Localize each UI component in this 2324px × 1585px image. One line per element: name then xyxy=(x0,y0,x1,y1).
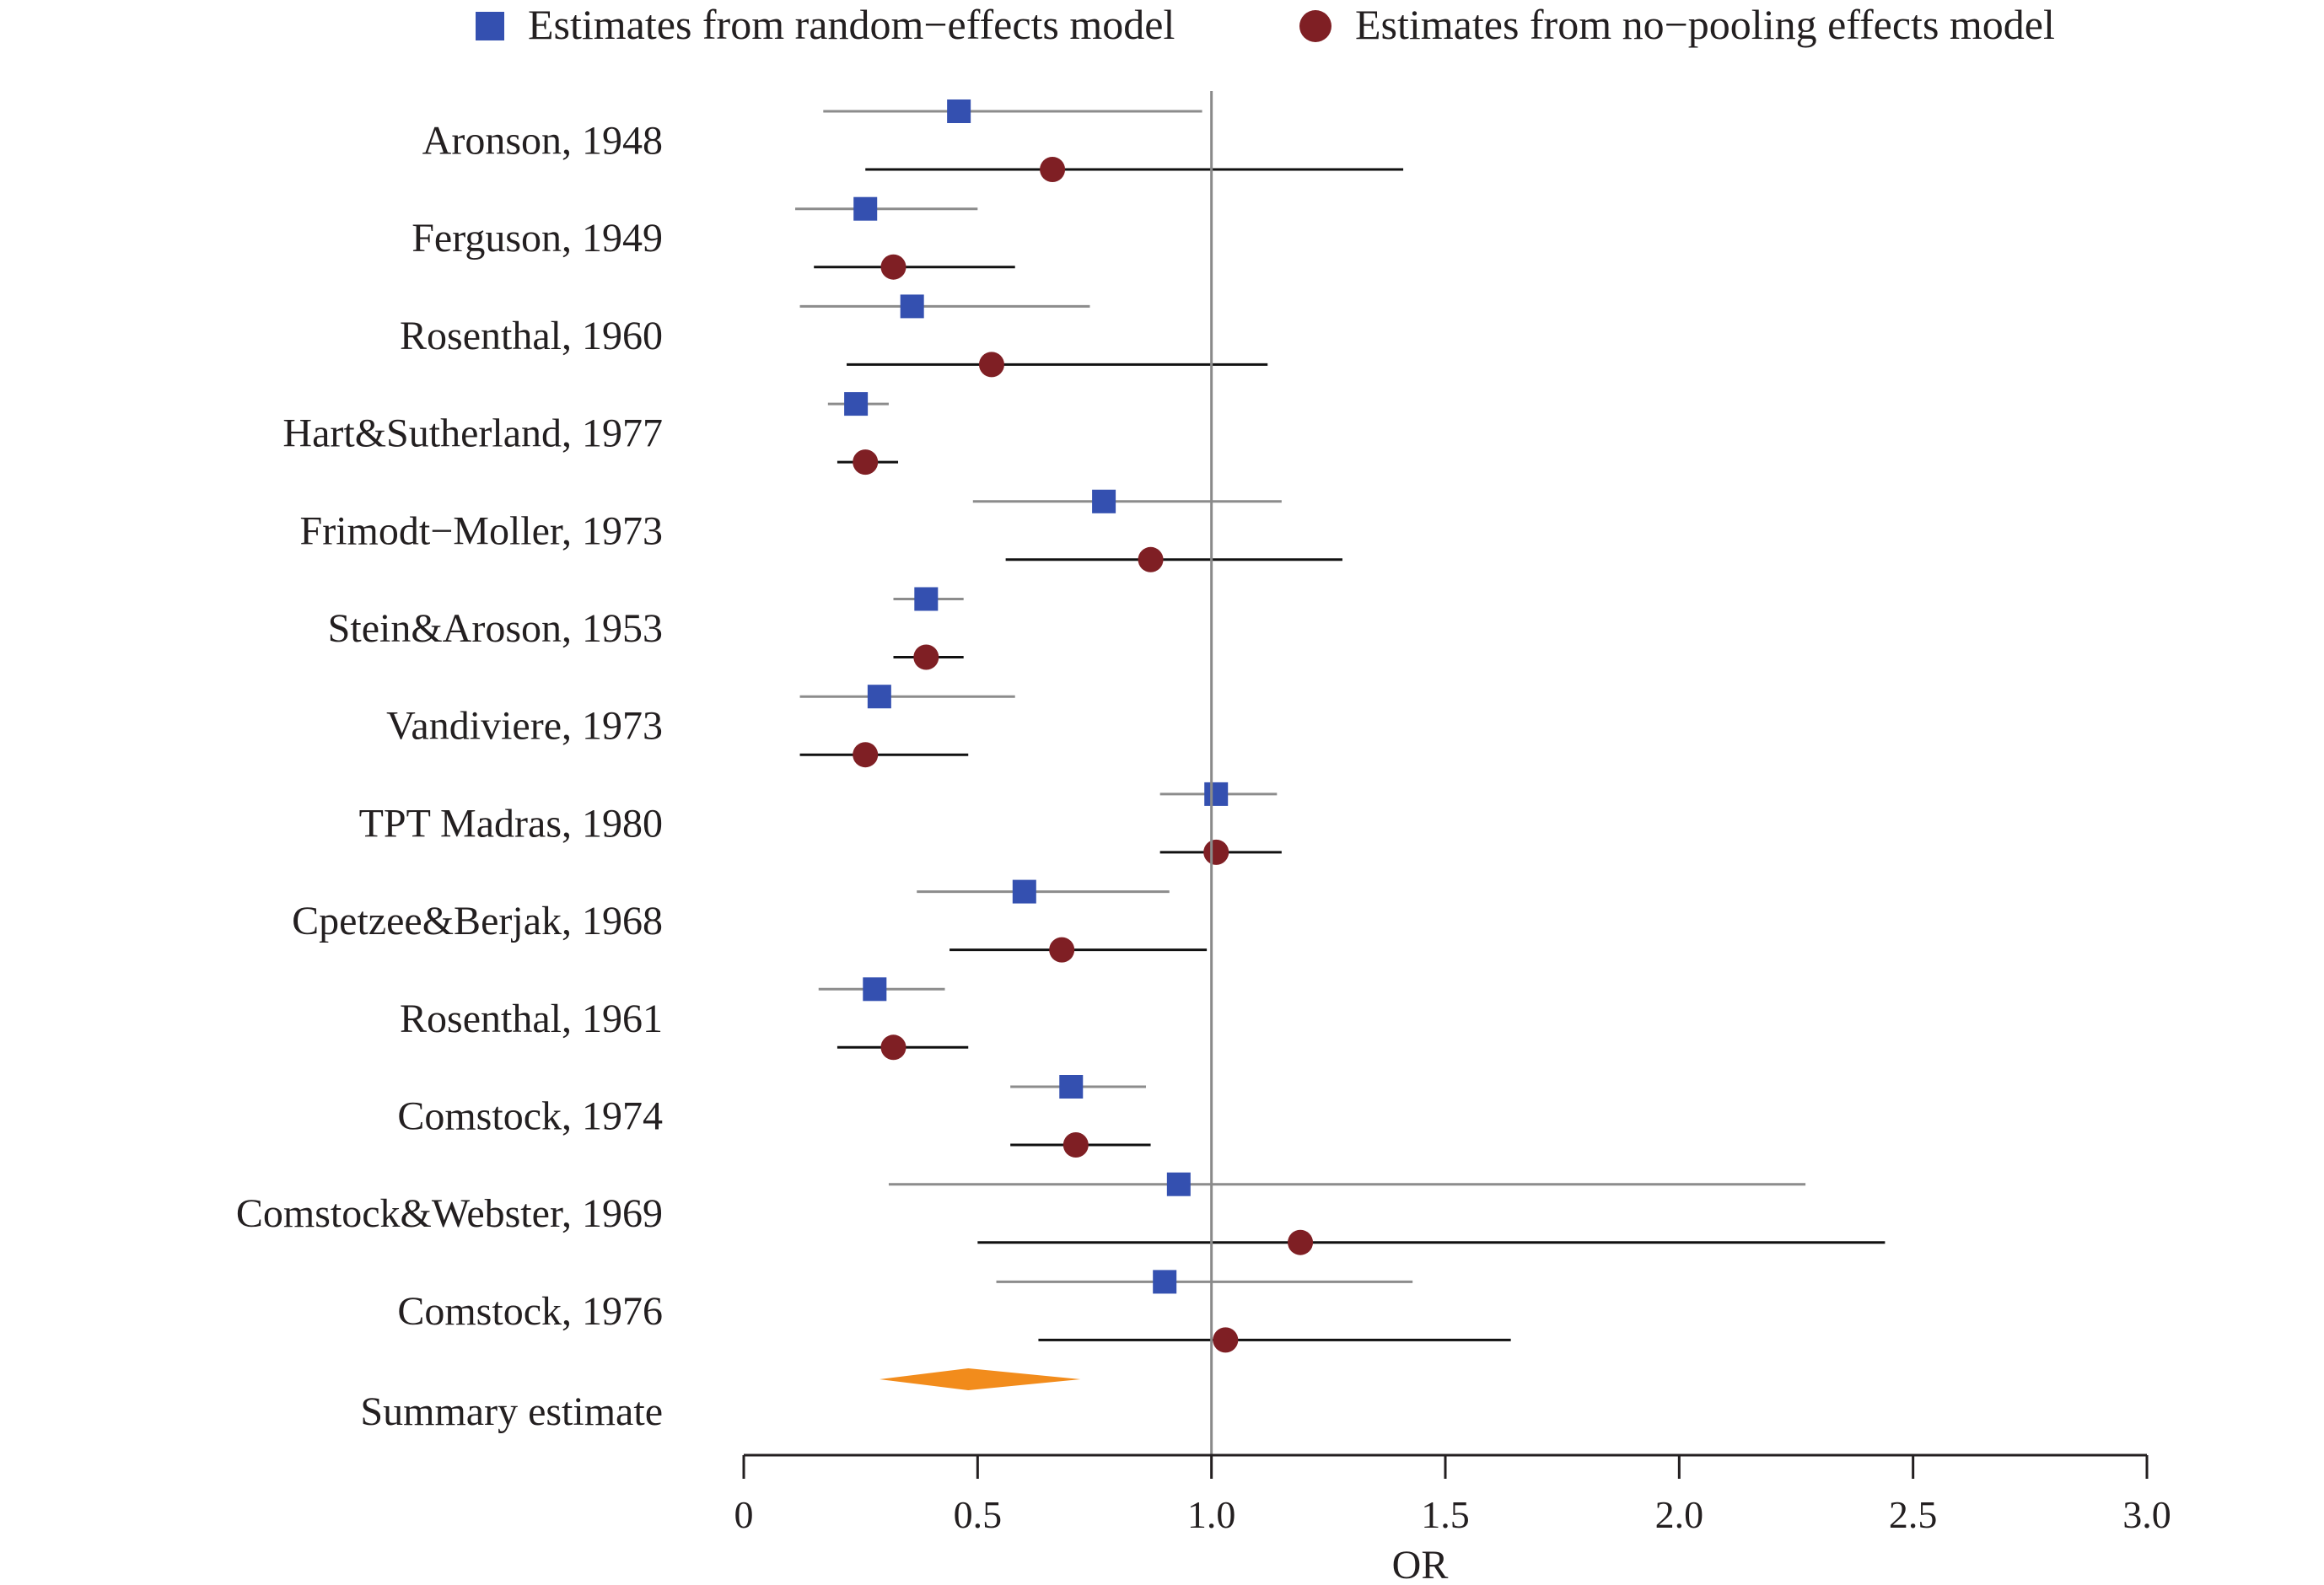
no-pooling-point xyxy=(880,254,906,280)
random-effects-point xyxy=(853,196,878,221)
study-row-tpt-madras-1980: TPT Madras, 1980 xyxy=(359,782,1282,865)
study-row-rosenthal-1960: Rosenthal, 1960 xyxy=(400,294,1268,378)
no-pooling-point xyxy=(853,449,879,476)
study-label: Comstock, 1976 xyxy=(397,1289,663,1334)
x-tick-label: 2.5 xyxy=(1889,1493,1938,1536)
study-label: TPT Madras, 1980 xyxy=(359,801,663,846)
study-label: Cpetzee&Berjak, 1968 xyxy=(292,899,663,943)
no-pooling-point xyxy=(880,1034,906,1061)
study-label: Rosenthal, 1960 xyxy=(400,314,663,358)
legend: Estimates from random−effects model Esti… xyxy=(476,1,2055,48)
random-effects-point xyxy=(863,977,887,1002)
study-label: Stein&Aroson, 1953 xyxy=(328,606,663,651)
random-effects-point xyxy=(900,294,924,319)
legend-label-no-pooling: Estimates from no−pooling effects model xyxy=(1355,1,2055,48)
random-effects-point xyxy=(1204,782,1229,806)
random-effects-point xyxy=(1153,1270,1177,1294)
x-axis-title: OR xyxy=(1392,1543,1449,1585)
x-tick-label: 3.0 xyxy=(2122,1493,2171,1536)
no-pooling-point xyxy=(913,644,939,670)
no-pooling-point xyxy=(1062,1132,1089,1158)
random-effects-point xyxy=(1166,1172,1191,1196)
study-label: Ferguson, 1949 xyxy=(412,216,663,261)
study-row-hart-sutherland-1977: Hart&Sutherland, 1977 xyxy=(282,392,899,476)
no-pooling-point xyxy=(1213,1327,1239,1353)
no-pooling-point xyxy=(1049,937,1075,963)
x-axis: 0 0.5 1.0 1.5 2.0 2.5 3.0 xyxy=(734,1453,2171,1536)
x-tick-label: 0 xyxy=(734,1493,754,1536)
study-row-aronson-1948: Aronson, 1948 xyxy=(422,99,1404,182)
random-effects-point xyxy=(1092,489,1116,513)
x-tick-label: 1.0 xyxy=(1187,1493,1236,1536)
legend-marker-random-effects xyxy=(476,12,504,40)
random-effects-point xyxy=(1012,879,1036,904)
study-label: Hart&Sutherland, 1977 xyxy=(282,411,663,456)
summary-diamond xyxy=(879,1368,1081,1390)
study-row-frimodt-moller-1973: Frimodt−Moller, 1973 xyxy=(300,489,1342,572)
study-label: Rosenthal, 1961 xyxy=(400,997,663,1041)
no-pooling-point xyxy=(1288,1229,1314,1255)
random-effects-point xyxy=(947,99,971,123)
study-label: Comstock&Webster, 1969 xyxy=(236,1191,663,1236)
study-row-vandiviere-1973: Vandiviere, 1973 xyxy=(386,685,1015,768)
x-tick-label: 1.5 xyxy=(1421,1493,1470,1536)
summary-label: Summary estimate xyxy=(360,1389,663,1434)
x-tick-label: 2.0 xyxy=(1655,1493,1704,1536)
summary-row: Summary estimate xyxy=(360,1368,1081,1434)
study-label: Frimodt−Moller, 1973 xyxy=(300,508,663,553)
x-tick-label: 0.5 xyxy=(954,1493,1003,1536)
study-row-cpetzee-berjak-1968: Cpetzee&Berjak, 1968 xyxy=(292,879,1208,963)
study-row-ferguson-1949: Ferguson, 1949 xyxy=(412,196,1015,280)
study-label: Comstock, 1974 xyxy=(397,1094,663,1139)
study-row-stein-aroson-1953: Stein&Aroson, 1953 xyxy=(328,587,964,670)
random-effects-point xyxy=(844,392,869,416)
study-row-comstock-1974: Comstock, 1974 xyxy=(397,1075,1151,1158)
random-effects-point xyxy=(1059,1075,1084,1099)
no-pooling-point xyxy=(978,352,1004,378)
plot-area: Aronson, 1948 Ferguson, 1949 Rosenthal, 19… xyxy=(236,91,1886,1455)
study-row-rosenthal-1961: Rosenthal, 1961 xyxy=(400,977,969,1061)
study-label: Vandiviere, 1973 xyxy=(386,704,663,749)
no-pooling-point xyxy=(1040,157,1066,182)
legend-marker-no-pooling xyxy=(1299,10,1331,42)
no-pooling-point xyxy=(1203,839,1229,865)
random-effects-point xyxy=(867,685,891,709)
study-row-comstock-webster-1969: Comstock&Webster, 1969 xyxy=(236,1172,1886,1255)
legend-label-random-effects: Estimates from random−effects model xyxy=(528,1,1175,48)
random-effects-point xyxy=(914,587,939,611)
no-pooling-point xyxy=(853,742,879,768)
no-pooling-point xyxy=(1138,546,1164,572)
study-label: Aronson, 1948 xyxy=(422,119,663,164)
study-row-comstock-1976: Comstock, 1976 xyxy=(397,1270,1511,1353)
